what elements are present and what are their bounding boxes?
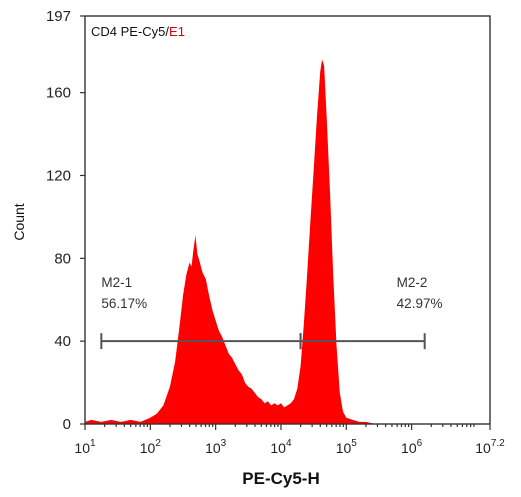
gate-percent-label: 56.17% xyxy=(101,296,147,311)
histogram-area xyxy=(85,59,490,424)
gate-name-label: M2-2 xyxy=(397,275,428,290)
plot-frame xyxy=(84,15,491,425)
x-tick-label: 102 xyxy=(140,438,162,456)
gate-percent-label: 42.97% xyxy=(397,296,443,311)
gate-markers: M2-1 56.17% M2-2 42.97% xyxy=(100,275,443,350)
x-tick-label: 104 xyxy=(270,438,292,456)
x-axis-ticks: 101 102 103 104 105 106 107.2 xyxy=(74,424,505,456)
x-tick-label: 101 xyxy=(74,438,96,456)
x-tick-label: 103 xyxy=(205,438,227,456)
y-tick-label: 80 xyxy=(54,250,71,267)
title-part-gate: E1 xyxy=(169,24,185,39)
y-tick-label: 197 xyxy=(46,8,71,25)
y-tick-label: 160 xyxy=(46,85,71,102)
y-tick-label: 40 xyxy=(54,333,71,350)
gate-name-label: M2-1 xyxy=(101,275,132,290)
x-tick-label: 105 xyxy=(336,438,358,456)
x-axis-label: PE-Cy5-H xyxy=(242,469,319,488)
y-tick-label: 0 xyxy=(63,416,71,433)
x-tick-label: 107.2 xyxy=(475,438,505,456)
x-tick-label: 106 xyxy=(401,438,423,456)
y-tick-label: 120 xyxy=(46,167,71,184)
title-part-marker: CD4 PE-Cy5/ xyxy=(91,24,169,39)
y-axis-label: Count xyxy=(11,203,27,240)
chart-title: CD4 PE-Cy5/E1 xyxy=(91,24,185,39)
y-axis-ticks: 0 40 80 120 160 197 xyxy=(46,8,85,433)
